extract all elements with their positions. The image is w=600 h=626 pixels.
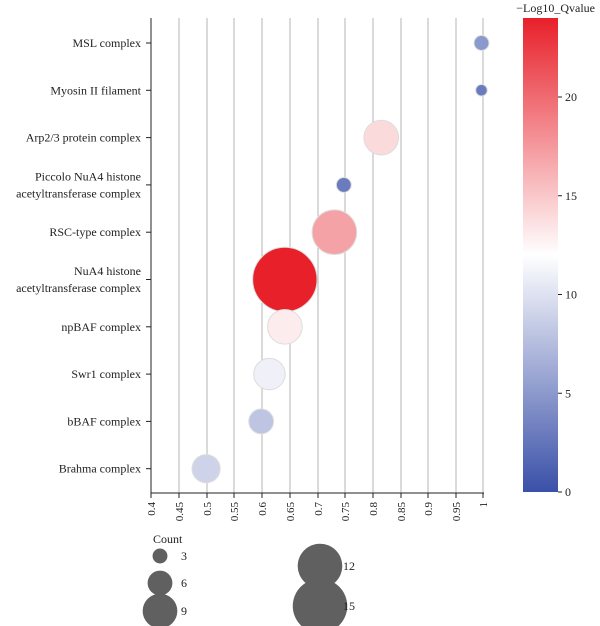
colorbar-tick-label: 20 bbox=[565, 90, 577, 104]
x-tick-label: 0.45 bbox=[174, 502, 186, 522]
data-point bbox=[267, 308, 303, 345]
data-point bbox=[252, 246, 318, 313]
x-axis-ticks: 0.4 0.45 0.5 0.55 0.6 0.65 0.7 0.75 0.8 0.85 0.9 0.… bbox=[146, 493, 490, 521]
category-label: NuA4 histone bbox=[74, 264, 141, 278]
x-tick-label: 0.8 bbox=[368, 502, 380, 516]
category-label: acetyltransferase complex bbox=[16, 281, 141, 295]
x-tick-label: 0.9 bbox=[423, 502, 435, 516]
category-label: acetyltransferase complex bbox=[16, 186, 141, 200]
data-point bbox=[473, 35, 490, 51]
x-tick-label: 0.4 bbox=[146, 502, 158, 516]
x-tick-label: 0.85 bbox=[396, 502, 408, 522]
category-label: Piccolo NuA4 histone bbox=[35, 169, 141, 183]
x-tick-label: 0.75 bbox=[340, 502, 352, 522]
data-point bbox=[253, 357, 286, 391]
data-point bbox=[363, 119, 400, 156]
size-legend-title: Count bbox=[153, 532, 183, 546]
x-tick-label: 0.7 bbox=[313, 502, 325, 516]
x-tick-label: 0.6 bbox=[257, 502, 269, 516]
size-legend-circle bbox=[297, 543, 343, 589]
category-label: Arp2/3 protein complex bbox=[26, 131, 141, 145]
category-label: bBAF complex bbox=[67, 414, 141, 428]
size-legend: Count 3 6 9 12 15 bbox=[142, 532, 355, 626]
data-point bbox=[475, 84, 488, 97]
category-label: npBAF complex bbox=[61, 320, 141, 334]
colorbar-tick-label: 0 bbox=[565, 485, 571, 499]
category-label: Myosin II filament bbox=[50, 83, 141, 97]
size-legend-label: 6 bbox=[181, 576, 187, 590]
size-legend-circle bbox=[142, 593, 178, 626]
data-point bbox=[335, 176, 352, 193]
colorbar-gradient bbox=[523, 18, 558, 492]
size-legend-label: 3 bbox=[181, 549, 187, 563]
category-label: Brahma complex bbox=[59, 462, 141, 476]
size-legend-label: 9 bbox=[181, 604, 187, 618]
grid-lines bbox=[178, 18, 484, 493]
x-tick-label: 0.55 bbox=[229, 502, 241, 522]
colorbar-title: −Log10_Qvalue bbox=[516, 1, 595, 15]
size-legend-label: 12 bbox=[343, 559, 355, 573]
size-legend-circle bbox=[152, 548, 168, 564]
category-labels: MSL complex Myosin II filament Arp2/3 prot… bbox=[16, 36, 151, 476]
size-legend-circle bbox=[292, 578, 348, 626]
colorbar-tick-label: 10 bbox=[565, 288, 577, 302]
data-point bbox=[191, 454, 221, 484]
category-label: Swr1 complex bbox=[71, 367, 141, 381]
x-tick-label: 0.95 bbox=[451, 502, 463, 522]
data-points bbox=[191, 35, 490, 484]
size-legend-circle bbox=[147, 570, 173, 596]
x-tick-label: 1 bbox=[478, 502, 490, 508]
size-legend-label: 15 bbox=[343, 599, 355, 613]
category-label: MSL complex bbox=[72, 36, 141, 50]
colorbar: −Log10_Qvalue 0 5 10 15 20 bbox=[516, 1, 595, 499]
x-tick-label: 0.5 bbox=[202, 502, 214, 516]
x-tick-label: 0.65 bbox=[285, 502, 297, 522]
category-label: RSC-type complex bbox=[49, 225, 141, 239]
data-point bbox=[311, 209, 358, 255]
colorbar-tick-label: 5 bbox=[565, 386, 571, 400]
colorbar-tick-label: 15 bbox=[565, 189, 577, 203]
data-point bbox=[248, 408, 275, 435]
